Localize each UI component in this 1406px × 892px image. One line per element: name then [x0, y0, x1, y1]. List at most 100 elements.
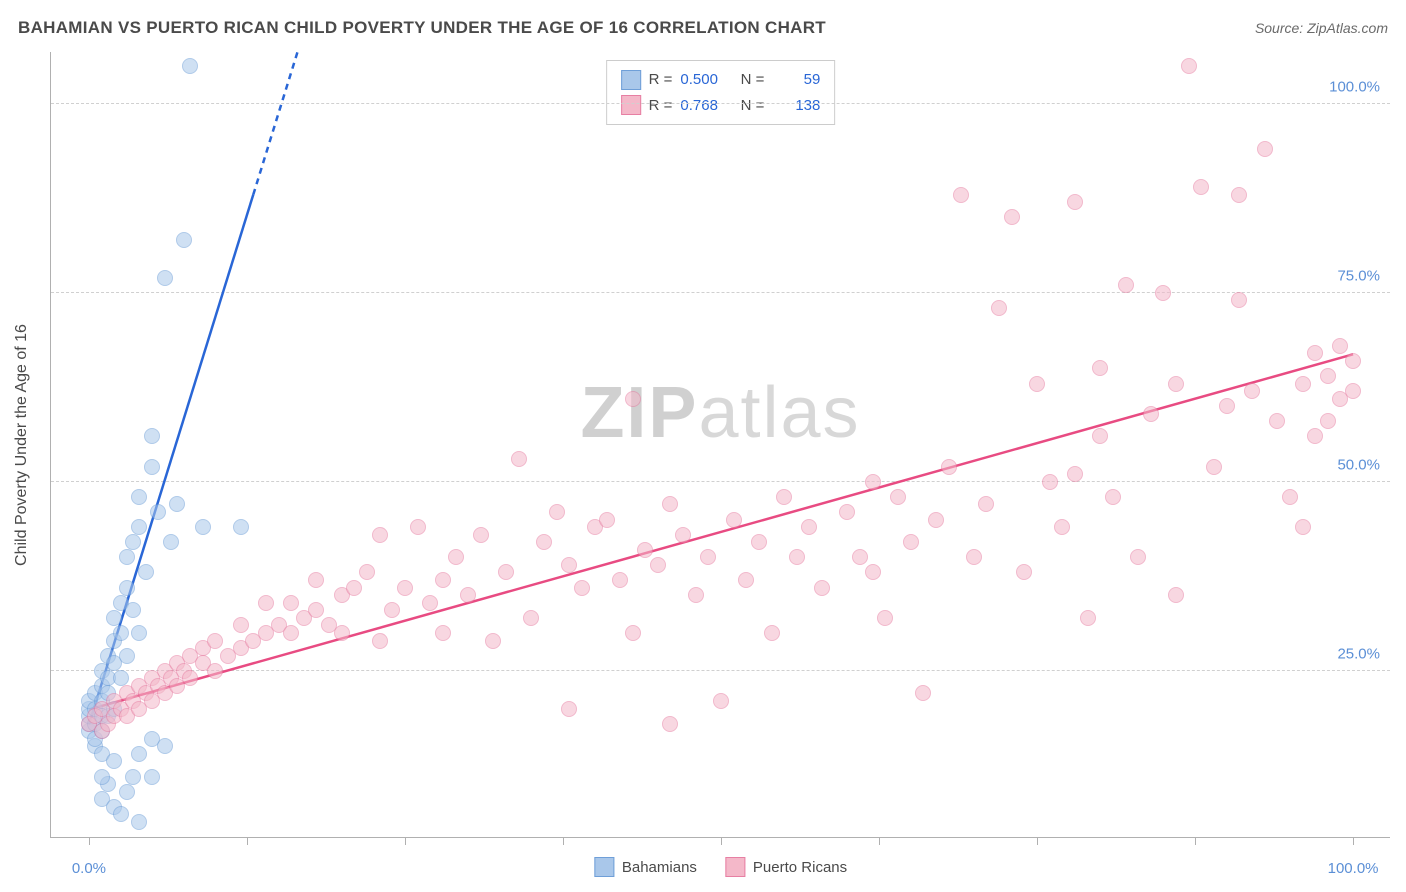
scatter-point [536, 534, 552, 550]
scatter-point [119, 549, 135, 565]
scatter-point [372, 633, 388, 649]
scatter-point [125, 534, 141, 550]
scatter-point [435, 625, 451, 641]
legend-item: Bahamians [594, 857, 697, 877]
scatter-point [144, 428, 160, 444]
chart-title: BAHAMIAN VS PUERTO RICAN CHILD POVERTY U… [18, 18, 826, 38]
scatter-point [637, 542, 653, 558]
scatter-point [144, 769, 160, 785]
x-tick [247, 837, 248, 845]
scatter-point [1219, 398, 1235, 414]
scatter-point [113, 625, 129, 641]
scatter-point [1282, 489, 1298, 505]
scatter-point [119, 648, 135, 664]
scatter-point [523, 610, 539, 626]
scatter-point [1067, 194, 1083, 210]
scatter-point [106, 610, 122, 626]
scatter-point [549, 504, 565, 520]
scatter-point [448, 549, 464, 565]
watermark: ZIPatlas [580, 372, 860, 454]
scatter-point [1295, 376, 1311, 392]
scatter-point [953, 187, 969, 203]
stat-r-value: 0.768 [680, 93, 728, 119]
scatter-point [890, 489, 906, 505]
y-tick-label: 75.0% [1337, 267, 1380, 284]
swatch-bahamians [594, 857, 614, 877]
scatter-point [941, 459, 957, 475]
x-tick [879, 837, 880, 845]
scatter-point [751, 534, 767, 550]
scatter-point [839, 504, 855, 520]
scatter-point [195, 519, 211, 535]
chart-header: BAHAMIAN VS PUERTO RICAN CHILD POVERTY U… [18, 18, 1388, 38]
scatter-point [157, 738, 173, 754]
legend-label: Puerto Ricans [753, 859, 847, 876]
watermark-rest: atlas [698, 373, 860, 453]
legend-stats-row: R = 0.500 N = 59 [621, 67, 821, 93]
scatter-point [865, 474, 881, 490]
scatter-point [1155, 285, 1171, 301]
scatter-point [207, 633, 223, 649]
scatter-point [131, 746, 147, 762]
stat-n-value: 59 [772, 67, 820, 93]
scatter-point [372, 527, 388, 543]
scatter-point [903, 534, 919, 550]
scatter-point [625, 625, 641, 641]
scatter-point [1320, 368, 1336, 384]
x-tick [405, 837, 406, 845]
plot-area: ZIPatlas R = 0.500 N = 59 R = 0.768 N = … [50, 52, 1390, 838]
scatter-point [422, 595, 438, 611]
swatch-puerto-ricans [725, 857, 745, 877]
scatter-point [119, 580, 135, 596]
scatter-point [1206, 459, 1222, 475]
scatter-point [814, 580, 830, 596]
scatter-point [966, 549, 982, 565]
y-axis-title: Child Poverty Under the Age of 16 [13, 324, 31, 566]
scatter-point [675, 527, 691, 543]
scatter-point [176, 232, 192, 248]
watermark-bold: ZIP [580, 373, 698, 453]
scatter-point [410, 519, 426, 535]
gridline-h [51, 292, 1390, 293]
scatter-point [1244, 383, 1260, 399]
scatter-point [1080, 610, 1096, 626]
scatter-point [485, 633, 501, 649]
y-tick-label: 25.0% [1337, 645, 1380, 662]
trendlines [51, 52, 1391, 838]
scatter-point [561, 557, 577, 573]
scatter-point [106, 753, 122, 769]
scatter-point [498, 564, 514, 580]
scatter-point [233, 617, 249, 633]
scatter-point [1269, 413, 1285, 429]
scatter-point [258, 595, 274, 611]
scatter-point [144, 459, 160, 475]
scatter-point [460, 587, 476, 603]
scatter-point [113, 806, 129, 822]
scatter-point [1231, 187, 1247, 203]
scatter-point [1168, 587, 1184, 603]
y-tick-label: 100.0% [1329, 78, 1380, 95]
stat-r-value: 0.500 [680, 67, 728, 93]
scatter-point [1143, 406, 1159, 422]
scatter-point [650, 557, 666, 573]
scatter-point [435, 572, 451, 588]
swatch-puerto-ricans [621, 95, 641, 115]
scatter-point [1042, 474, 1058, 490]
y-tick-label: 50.0% [1337, 456, 1380, 473]
x-tick [563, 837, 564, 845]
scatter-point [1092, 360, 1108, 376]
scatter-point [131, 489, 147, 505]
stat-r-label: R = [649, 93, 673, 119]
scatter-point [1054, 519, 1070, 535]
scatter-point [384, 602, 400, 618]
scatter-point [1004, 209, 1020, 225]
scatter-point [113, 670, 129, 686]
scatter-point [1231, 292, 1247, 308]
scatter-point [473, 527, 489, 543]
x-tick [1195, 837, 1196, 845]
stat-n-value: 138 [772, 93, 820, 119]
scatter-point [131, 519, 147, 535]
scatter-point [150, 504, 166, 520]
scatter-point [1320, 413, 1336, 429]
scatter-point [1345, 353, 1361, 369]
